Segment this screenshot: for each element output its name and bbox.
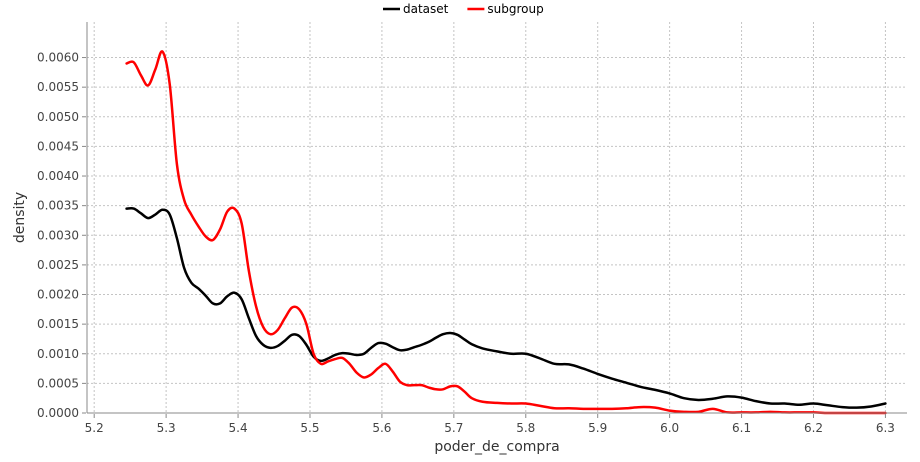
y-tick-label: 0.0055 (37, 80, 79, 94)
legend: dataset subgroup (383, 2, 544, 16)
x-tick-label: 5.4 (229, 421, 248, 435)
x-tick-label: 5.6 (372, 421, 391, 435)
series-line-subgroup (125, 50, 887, 415)
x-axis-title: poder_de_compra (434, 439, 559, 455)
y-tick-label: 0.0025 (37, 258, 79, 272)
y-tick-label: 0.0000 (37, 406, 79, 420)
x-tick-label: 5.9 (588, 421, 607, 435)
y-tick-label: 0.0040 (37, 169, 79, 183)
y-tick-label: 0.0045 (37, 139, 79, 153)
axes: 5.2 5.3 5.4 5.5 5.6 5.7 5.8 5.9 6.0 6.1 6.2 6.3 0.00… (37, 22, 907, 435)
y-tick-label: 0.0010 (37, 347, 79, 361)
y-tick-label: 0.0015 (37, 317, 79, 331)
legend-label-dataset: dataset (403, 2, 449, 16)
x-tick-label: 5.7 (444, 421, 463, 435)
series-line-dataset (125, 207, 887, 409)
y-tick-label: 0.0005 (37, 376, 79, 390)
x-tick-label: 5.2 (85, 421, 104, 435)
x-tick-label: 5.8 (516, 421, 535, 435)
x-tick-label: 6.0 (660, 421, 679, 435)
y-tick-label: 0.0020 (37, 288, 79, 302)
legend-label-subgroup: subgroup (487, 2, 543, 16)
y-tick-label: 0.0050 (37, 110, 79, 124)
x-tick-label: 6.1 (732, 421, 751, 435)
x-tick-label: 5.5 (300, 421, 319, 435)
plot-area (87, 22, 907, 413)
x-tick-label: 5.3 (157, 421, 176, 435)
x-tick-label: 6.2 (804, 421, 823, 435)
y-axis-title: density (12, 192, 28, 243)
series-layer (125, 50, 887, 415)
y-tick-label: 0.0060 (37, 51, 79, 65)
y-tick-label: 0.0030 (37, 228, 79, 242)
y-tick-label: 0.0035 (37, 199, 79, 213)
x-tick-label: 6.3 (876, 421, 895, 435)
